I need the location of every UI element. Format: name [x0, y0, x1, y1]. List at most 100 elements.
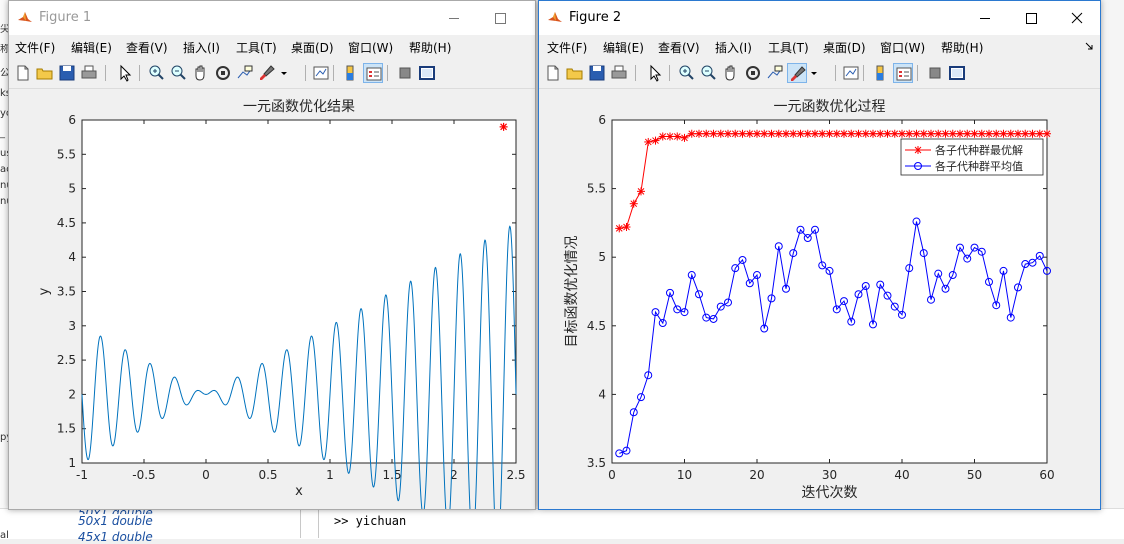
legend-button[interactable] [893, 63, 913, 83]
data-point [789, 129, 798, 138]
menu-insert[interactable]: 插入(I) [183, 41, 220, 55]
data-point [803, 129, 812, 138]
colorbar-button[interactable] [341, 63, 361, 83]
open-folder-icon [566, 68, 583, 80]
figure-toolbar [9, 58, 535, 89]
menu-help[interactable]: 帮助(H) [941, 41, 984, 55]
data-point [702, 129, 711, 138]
menu-file[interactable]: 文件(F) [547, 41, 588, 55]
series-line [619, 221, 1048, 454]
x-tick-label: 0.5 [258, 468, 277, 482]
background-divider [300, 508, 301, 538]
data-point [782, 284, 790, 293]
menu-edit[interactable]: 编辑(E) [71, 41, 112, 55]
pointer-icon [120, 64, 132, 82]
menu-view[interactable]: 查看(V) [126, 41, 168, 55]
rotate-3d-button[interactable] [743, 63, 763, 83]
y-axis-label: 目标函数优化情况 [564, 236, 580, 348]
close-button[interactable] [1054, 1, 1100, 35]
pan-hand-button[interactable] [721, 63, 741, 83]
zoom-out-icon [171, 65, 186, 80]
brush-button[interactable] [257, 63, 277, 83]
rotate-3d-icon [216, 66, 230, 80]
legend-button[interactable] [363, 63, 383, 83]
maximize-button[interactable] [477, 1, 523, 35]
background-fragment: py [0, 432, 8, 443]
save-button[interactable] [57, 63, 77, 83]
new-file-button[interactable] [543, 63, 563, 83]
zoom-in-button[interactable] [147, 63, 167, 83]
open-folder-button[interactable] [565, 63, 585, 83]
background-fragment: us [0, 148, 8, 159]
new-file-button[interactable] [13, 63, 33, 83]
hide-tools-button[interactable] [925, 63, 945, 83]
print-button[interactable] [609, 63, 629, 83]
minimize-button[interactable] [431, 1, 477, 35]
menu-tools[interactable]: 工具(T) [236, 41, 277, 55]
dropdown-arrow-icon [811, 72, 817, 75]
matlab-logo-icon [548, 12, 562, 22]
data-point [898, 129, 906, 138]
menu-file[interactable]: 文件(F) [15, 41, 56, 55]
dropdown-arrow-icon [281, 72, 287, 75]
pointer-button[interactable] [645, 63, 665, 83]
brush-dropdown-button[interactable] [279, 63, 289, 83]
menu-edit[interactable]: 编辑(E) [603, 41, 644, 55]
menu-tools[interactable]: 工具(T) [768, 41, 809, 55]
zoom-out-button[interactable] [699, 63, 719, 83]
data-point [637, 393, 645, 402]
hide-tools-icon [399, 67, 411, 79]
link-plot-button[interactable] [311, 63, 331, 83]
y-tick-label: 2 [68, 387, 76, 401]
colorbar-button[interactable] [871, 63, 891, 83]
maximize-button[interactable] [1008, 1, 1054, 35]
data-point [890, 129, 899, 138]
menu-dock-arrow-icon[interactable] [1084, 41, 1094, 51]
data-point [941, 129, 950, 138]
data-point [673, 305, 682, 314]
zoom-out-button[interactable] [169, 63, 189, 83]
data-point [840, 297, 848, 306]
data-point [811, 129, 819, 138]
data-point [629, 199, 638, 208]
optimum-marker [499, 122, 508, 131]
minimize-button[interactable] [962, 1, 1008, 35]
data-cursor-button[interactable] [235, 63, 255, 83]
menu-help[interactable]: 帮助(H) [409, 41, 452, 55]
background-fragment: yc [0, 108, 8, 119]
zoom-in-button[interactable] [677, 63, 697, 83]
menu-desktop[interactable]: 桌面(D) [823, 41, 866, 55]
menu-view[interactable]: 查看(V) [658, 41, 700, 55]
show-tools-button[interactable] [417, 63, 437, 83]
data-point [970, 243, 979, 252]
print-button[interactable] [79, 63, 99, 83]
background-bottom-panel [0, 508, 1124, 539]
show-tools-button[interactable] [947, 63, 967, 83]
data-point [651, 136, 660, 145]
menu-window[interactable]: 窗口(W) [348, 41, 394, 55]
x-tick-label: 1.5 [382, 468, 401, 482]
pointer-button[interactable] [115, 63, 135, 83]
link-plot-button[interactable] [841, 63, 861, 83]
menu-window[interactable]: 窗口(W) [880, 41, 926, 55]
figure-toolbar [539, 58, 1100, 89]
pointer-icon [650, 64, 662, 82]
open-folder-button[interactable] [35, 63, 55, 83]
data-point [716, 129, 725, 138]
menu-bar: 文件(F) 编辑(E) 查看(V) 插入(I) 工具(T) 桌面(D) 窗口(W… [9, 35, 535, 57]
data-point [774, 242, 783, 251]
menu-desktop[interactable]: 桌面(D) [291, 41, 334, 55]
data-point [803, 233, 812, 242]
rotate-3d-button[interactable] [213, 63, 233, 83]
data-cursor-button[interactable] [765, 63, 785, 83]
brush-button[interactable] [787, 63, 807, 83]
pan-hand-button[interactable] [191, 63, 211, 83]
x-tick-label: 40 [894, 468, 909, 482]
menu-insert[interactable]: 插入(I) [715, 41, 752, 55]
save-button[interactable] [587, 63, 607, 83]
data-point [1014, 129, 1022, 138]
hide-tools-button[interactable] [395, 63, 415, 83]
toolbar-separator [635, 65, 636, 81]
background-fragment: ks [0, 88, 8, 99]
brush-dropdown-button[interactable] [809, 63, 819, 83]
